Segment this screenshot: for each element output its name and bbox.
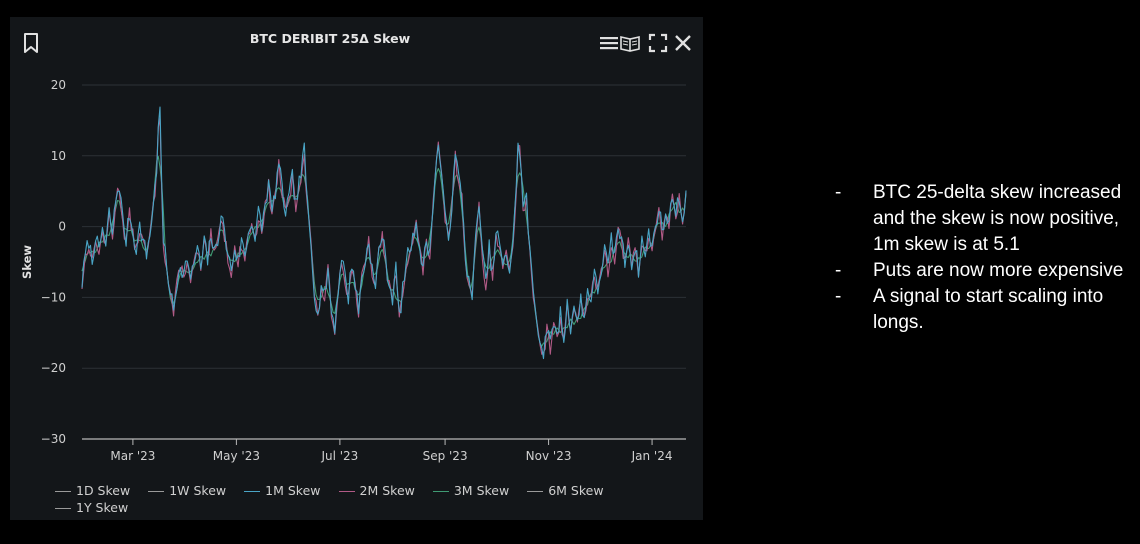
x-tick-label: Jul '23 xyxy=(320,449,358,463)
legend-item-1y-skew[interactable]: 1Y Skew xyxy=(55,499,128,516)
legend-swatch xyxy=(55,491,71,492)
note-text: A signal to start scaling into longs. xyxy=(873,286,1104,333)
legend-swatch xyxy=(55,508,71,509)
chart-panel: BTC DERIBIT 25Δ Skew 20 10 0 −10 −20 −30 Mar '… xyxy=(10,17,703,520)
note-text: Puts are now more expensive xyxy=(873,260,1124,281)
menu-icon[interactable] xyxy=(598,32,620,54)
legend-item-1m-skew[interactable]: 1M Skew xyxy=(244,482,321,499)
legend-item-6m-skew[interactable]: 6M Skew xyxy=(527,482,604,499)
note-item: - BTC 25-delta skew increased and the ske… xyxy=(835,180,1135,258)
legend-item-1d-skew[interactable]: 1D Skew xyxy=(55,482,130,499)
x-tick-label: Sep '23 xyxy=(423,449,468,463)
y-tick-label: −20 xyxy=(41,361,66,375)
legend-swatch xyxy=(338,491,355,492)
legend-label: 2M Skew xyxy=(359,483,415,498)
legend-label: 6M Skew xyxy=(548,483,604,498)
y-axis-label: Skew xyxy=(20,245,34,279)
x-tick-label: Nov '23 xyxy=(526,449,572,463)
note-item: - A signal to start scaling into longs. xyxy=(835,284,1135,336)
note-item: - Puts are now more expensive xyxy=(835,258,1135,284)
legend-label: 1Y Skew xyxy=(76,500,129,515)
note-text: BTC 25-delta skew increased and the skew… xyxy=(873,182,1122,255)
legend-item-2m-skew[interactable]: 2M Skew xyxy=(338,482,415,499)
chart-plot: 20 10 0 −10 −20 −30 Mar '23 May '23 Jul '23 Sep '… xyxy=(20,78,687,463)
close-icon[interactable] xyxy=(672,32,694,54)
y-tick-label: 20 xyxy=(51,78,66,92)
legend-swatch xyxy=(432,491,449,492)
bookmark-icon[interactable] xyxy=(21,32,41,54)
bullet-dash: - xyxy=(835,182,842,203)
y-tick-label: −30 xyxy=(41,432,66,446)
legend-label: 1D Skew xyxy=(76,483,131,498)
fullscreen-icon[interactable] xyxy=(647,32,669,54)
legend-label: 3M Skew xyxy=(453,483,510,498)
bullet-dash: - xyxy=(835,286,842,307)
chart-title: BTC DERIBIT 25Δ Skew xyxy=(249,31,411,46)
legend-item-3m-skew[interactable]: 3M Skew xyxy=(432,482,510,499)
legend-label: 1M Skew xyxy=(265,483,321,498)
chart-legend: 1D Skew 1W Skew 1M Skew 2M Skew 3M Skew 6M Sk… xyxy=(55,482,695,516)
legend-item-1w-skew[interactable]: 1W Skew xyxy=(148,482,226,499)
x-tick-label: May '23 xyxy=(213,449,260,463)
notes-list: - BTC 25-delta skew increased and the ske… xyxy=(835,180,1135,336)
series-line-2m-skew xyxy=(81,118,687,355)
y-tick-label: 0 xyxy=(58,220,66,234)
y-tick-label: 10 xyxy=(51,149,66,163)
y-tick-label: −10 xyxy=(41,290,66,304)
book-icon[interactable] xyxy=(619,32,641,54)
bullet-dash: - xyxy=(835,260,842,281)
legend-swatch xyxy=(527,491,544,492)
legend-swatch xyxy=(244,491,261,492)
series-line-1m-skew xyxy=(81,106,687,360)
legend-swatch xyxy=(148,491,165,492)
x-tick-label: Mar '23 xyxy=(110,449,155,463)
x-tick-label: Jan '24 xyxy=(631,449,673,463)
legend-label: 1W Skew xyxy=(169,483,227,498)
